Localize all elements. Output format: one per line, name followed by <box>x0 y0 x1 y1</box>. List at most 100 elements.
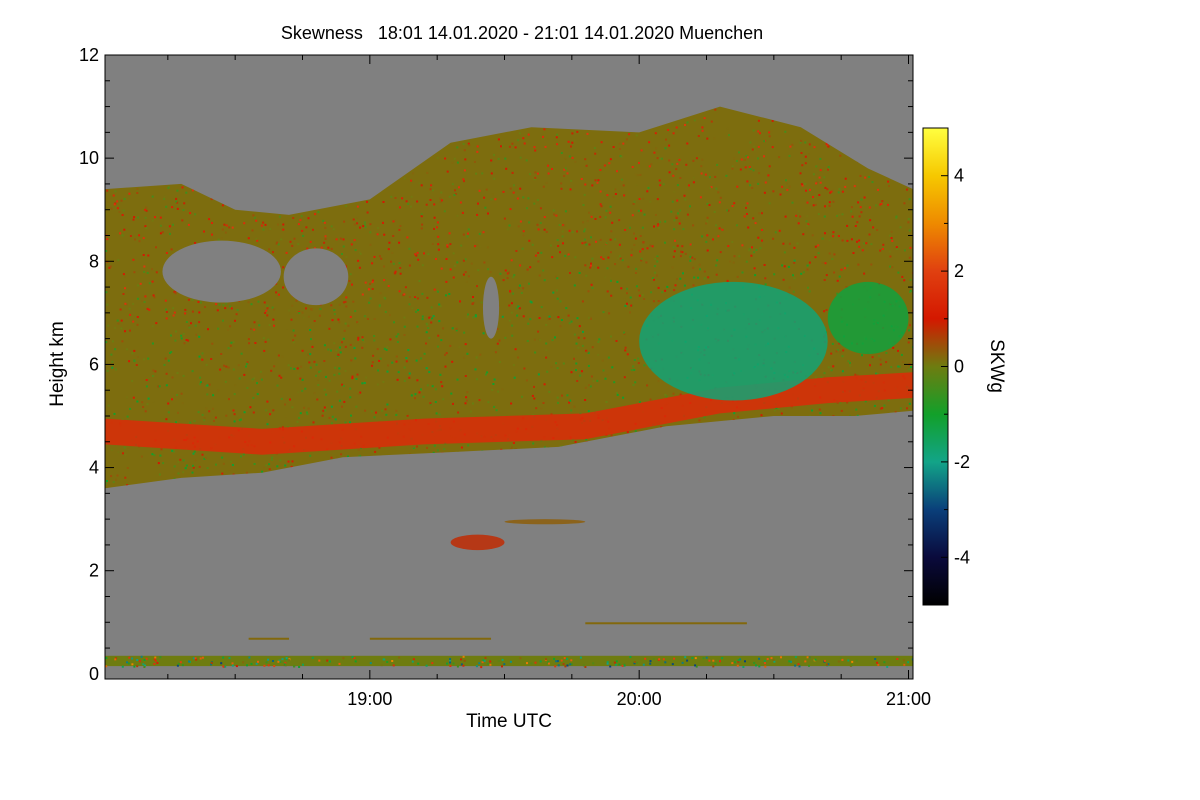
speckle <box>602 311 605 314</box>
surface-speckle <box>248 656 251 659</box>
speckle <box>201 413 204 416</box>
speckle <box>472 316 475 319</box>
surface-speckle <box>814 658 817 661</box>
speckle <box>558 224 561 226</box>
speckle <box>297 391 300 394</box>
speckle <box>587 351 590 354</box>
speckle <box>743 159 746 161</box>
speckle <box>529 266 532 269</box>
speckle <box>539 207 542 210</box>
speckle <box>188 325 191 328</box>
y-axis-label: Height km <box>47 321 68 407</box>
speckle <box>373 335 376 337</box>
speckle <box>126 484 129 486</box>
surface-speckle <box>128 656 131 659</box>
speckle <box>251 229 254 232</box>
speckle <box>322 409 325 412</box>
surface-speckle <box>553 657 556 660</box>
speckle <box>585 274 588 277</box>
speckle <box>185 321 188 323</box>
speckle <box>182 209 185 212</box>
speckle <box>621 259 624 262</box>
speckle <box>642 241 645 244</box>
speckle <box>567 253 570 256</box>
speckle <box>165 384 168 387</box>
speckle <box>408 372 411 375</box>
speckle <box>384 408 387 411</box>
surface-speckle <box>156 662 159 664</box>
speckle <box>668 144 671 147</box>
speckle <box>871 181 874 184</box>
speckle <box>902 360 905 363</box>
speckle <box>587 186 590 189</box>
speckle <box>878 354 880 357</box>
speckle <box>110 475 113 478</box>
speckle <box>697 276 700 279</box>
speckle <box>391 361 394 364</box>
speckle <box>480 301 483 304</box>
speckle <box>301 378 304 381</box>
speckle <box>467 228 470 231</box>
speckle <box>336 390 339 393</box>
speckle <box>528 239 531 242</box>
speckle <box>195 333 198 336</box>
speckle <box>116 207 119 210</box>
speckle <box>840 268 843 271</box>
speckle <box>645 261 648 264</box>
speckle <box>556 277 559 280</box>
surface-speckle <box>285 664 287 667</box>
speckle <box>270 458 273 461</box>
speckle <box>637 289 640 292</box>
speckle <box>667 129 670 131</box>
speckle <box>251 379 254 382</box>
speckle <box>768 165 771 168</box>
speckle <box>320 246 323 249</box>
speckle <box>356 205 359 208</box>
speckle <box>176 189 179 192</box>
speckle <box>542 135 544 138</box>
speckle <box>126 348 128 351</box>
speckle <box>175 421 177 424</box>
speckle <box>594 252 597 255</box>
speckle <box>909 246 912 249</box>
speckle <box>363 382 366 384</box>
speckle <box>675 168 678 171</box>
speckle <box>466 316 469 318</box>
surface-speckle <box>446 662 449 665</box>
speckle <box>499 272 502 275</box>
speckle <box>671 266 674 269</box>
speckle <box>378 446 381 449</box>
speckle <box>316 398 319 401</box>
speckle <box>726 127 729 130</box>
speckle <box>560 182 563 185</box>
speckle <box>262 337 265 340</box>
speckle <box>505 167 508 170</box>
speckle <box>443 210 446 213</box>
surface-speckle <box>877 663 880 666</box>
speckle <box>907 221 910 224</box>
speckle <box>451 183 454 186</box>
speckle <box>432 315 435 318</box>
speckle <box>806 201 809 204</box>
speckle <box>602 258 605 260</box>
speckle <box>555 136 558 139</box>
speckle <box>126 467 129 469</box>
speckle <box>323 344 326 347</box>
speckle <box>903 279 906 282</box>
speckle <box>818 194 821 196</box>
speckle <box>142 406 145 408</box>
speckle <box>429 199 432 201</box>
speckle <box>323 221 326 224</box>
speckle <box>280 238 283 241</box>
speckle <box>287 364 290 367</box>
surface-speckle <box>797 663 800 666</box>
speckle <box>268 351 271 354</box>
speckle <box>552 209 555 212</box>
thin-layer <box>585 622 747 625</box>
surface-speckle <box>695 665 698 668</box>
speckle <box>484 206 487 209</box>
speckle <box>679 277 682 280</box>
speckle <box>288 309 290 312</box>
speckle <box>228 469 231 472</box>
speckle <box>211 342 214 345</box>
